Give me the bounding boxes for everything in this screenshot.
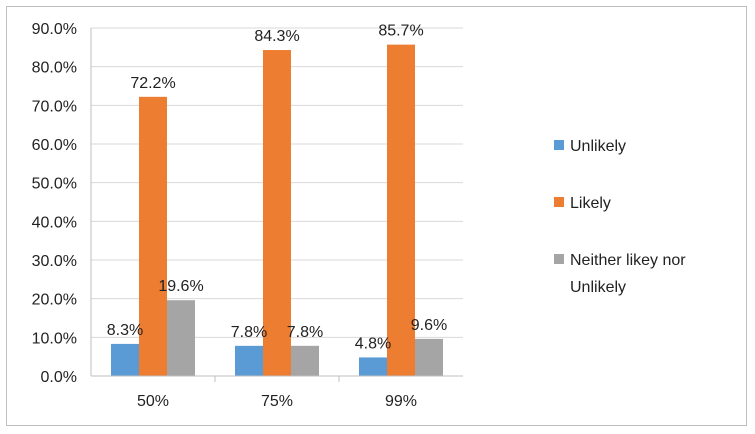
data-labels: 8.3% 72.2% 19.6% 7.8% 84.3% 7.8% 4.8% 85.7% 9.6% [107, 23, 447, 353]
legend-swatch [554, 254, 564, 264]
bar-neither-likey-nor-unlikely [167, 300, 195, 376]
y-tick-label: 50.0% [32, 176, 77, 193]
x-tick-label: 75% [261, 393, 293, 410]
data-label: 7.8% [287, 324, 323, 341]
data-label: 72.2% [130, 75, 175, 92]
x-tick-label: 50% [137, 393, 169, 410]
data-label: 8.3% [107, 322, 143, 339]
data-label: 84.3% [254, 28, 299, 45]
y-tick-label: 20.0% [32, 292, 77, 309]
data-label: 4.8% [355, 335, 391, 352]
legend-label: Unlikely [570, 279, 626, 296]
bar-chart: 0.0% 10.0% 20.0% 30.0% 40.0% 50.0% 60.0% 70.0% 8… [32, 21, 687, 410]
bar-neither-likey-nor-unlikely [415, 338, 443, 376]
legend: Unlikely Likely Neither likey nor Unlikely [554, 138, 686, 296]
bar-unlikely [111, 343, 139, 376]
y-tick-label: 40.0% [32, 214, 77, 231]
data-label: 7.8% [231, 324, 267, 341]
data-label: 85.7% [378, 23, 423, 40]
legend-label: Neither likey nor [570, 252, 686, 269]
legend-swatch [554, 140, 564, 150]
data-label: 19.6% [158, 278, 203, 295]
bar-likely [387, 44, 415, 376]
y-tick-label: 70.0% [32, 98, 77, 115]
bar-likely [139, 96, 167, 377]
bar-unlikely [359, 357, 387, 376]
legend-label: Likely [570, 195, 611, 212]
y-tick-label: 80.0% [32, 60, 77, 77]
y-tick-label: 10.0% [32, 330, 77, 347]
y-tick-label: 60.0% [32, 137, 77, 154]
legend-label: Unlikely [570, 138, 626, 155]
x-tick-label: 99% [385, 393, 417, 410]
bar-likely [263, 50, 291, 376]
axes: 0.0% 10.0% 20.0% 30.0% 40.0% 50.0% 60.0% 70.0% 8… [32, 21, 463, 410]
y-tick-label: 0.0% [41, 369, 77, 386]
y-tick-label: 90.0% [32, 21, 77, 38]
bar-neither-likey-nor-unlikely [291, 345, 319, 376]
bars [111, 44, 443, 377]
data-label: 9.6% [411, 317, 447, 334]
chart-frame: 0.0% 10.0% 20.0% 30.0% 40.0% 50.0% 60.0% 70.0% 8… [6, 6, 747, 426]
y-tick-label: 30.0% [32, 253, 77, 270]
legend-swatch [554, 197, 564, 207]
bar-unlikely [235, 345, 263, 376]
